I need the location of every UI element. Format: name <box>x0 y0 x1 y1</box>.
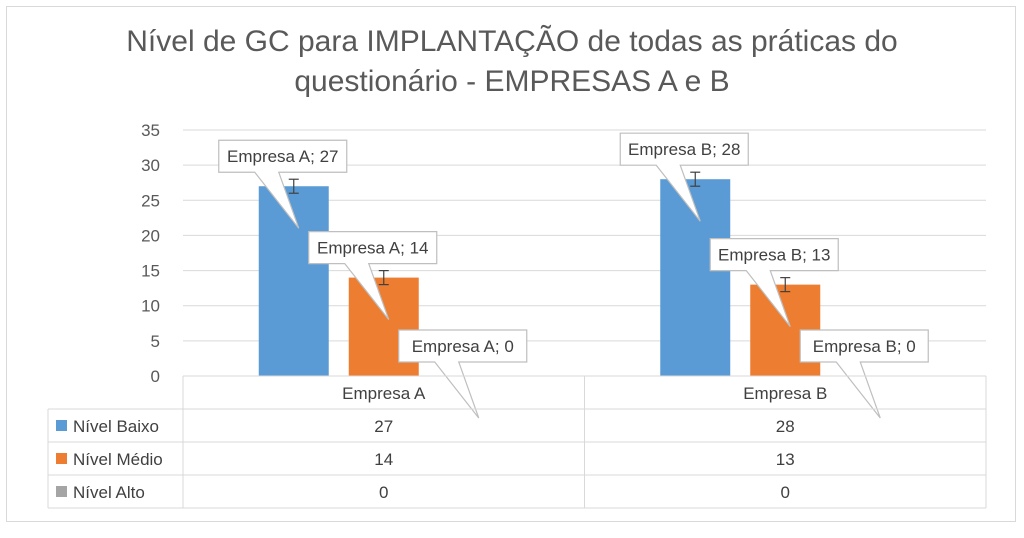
chart-title: Nível de GC para IMPLANTAÇÃO de todas as… <box>0 22 1024 102</box>
y-tick-label-0: 0 <box>151 367 160 386</box>
legend-label-0: Nível Baixo <box>73 417 159 436</box>
data-label-callout-0-0 <box>218 139 348 229</box>
x-category-label-1: Empresa B <box>743 384 827 403</box>
table-value-2-0: 0 <box>379 483 388 502</box>
chart-title-line-2: questionário - EMPRESAS A e B <box>294 65 730 98</box>
y-tick-label-30: 30 <box>141 156 160 175</box>
legend-swatch-1 <box>56 453 67 464</box>
data-label-0-1: Empresa B; 28 <box>628 140 740 159</box>
chart-frame <box>6 6 1016 522</box>
y-tick-label-25: 25 <box>141 191 160 210</box>
legend-label-1: Nível Médio <box>73 450 163 469</box>
y-tick-label-10: 10 <box>141 297 160 316</box>
table-value-1-0: 14 <box>374 450 393 469</box>
data-label-callout-0-1 <box>619 132 749 222</box>
data-label-callout-2-0 <box>398 329 528 419</box>
data-label-2-0: Empresa A; 0 <box>412 337 514 356</box>
data-label-1-1: Empresa B; 13 <box>718 246 830 265</box>
table-value-1-1: 13 <box>776 450 795 469</box>
legend-swatch-0 <box>56 420 67 431</box>
data-label-0-0: Empresa A; 27 <box>227 147 339 166</box>
table-value-2-1: 0 <box>781 483 790 502</box>
data-label-callout-2-1 <box>799 329 929 419</box>
data-label-1-0: Empresa A; 14 <box>317 239 429 258</box>
data-label-2-1: Empresa B; 0 <box>813 337 916 356</box>
x-category-label-0: Empresa A <box>342 384 426 403</box>
table-value-0-1: 28 <box>776 417 795 436</box>
legend-swatch-2 <box>56 486 67 497</box>
y-tick-label-5: 5 <box>151 332 160 351</box>
legend-label-2: Nível Alto <box>73 483 145 502</box>
y-tick-label-15: 15 <box>141 262 160 281</box>
data-label-callout-1-0 <box>308 231 438 320</box>
data-label-callout-1-1 <box>709 238 839 327</box>
chart-title-line-1: Nível de GC para IMPLANTAÇÃO de todas as… <box>126 25 898 58</box>
y-tick-label-20: 20 <box>141 226 160 245</box>
table-value-0-0: 27 <box>374 417 393 436</box>
y-tick-label-35: 35 <box>141 121 160 140</box>
